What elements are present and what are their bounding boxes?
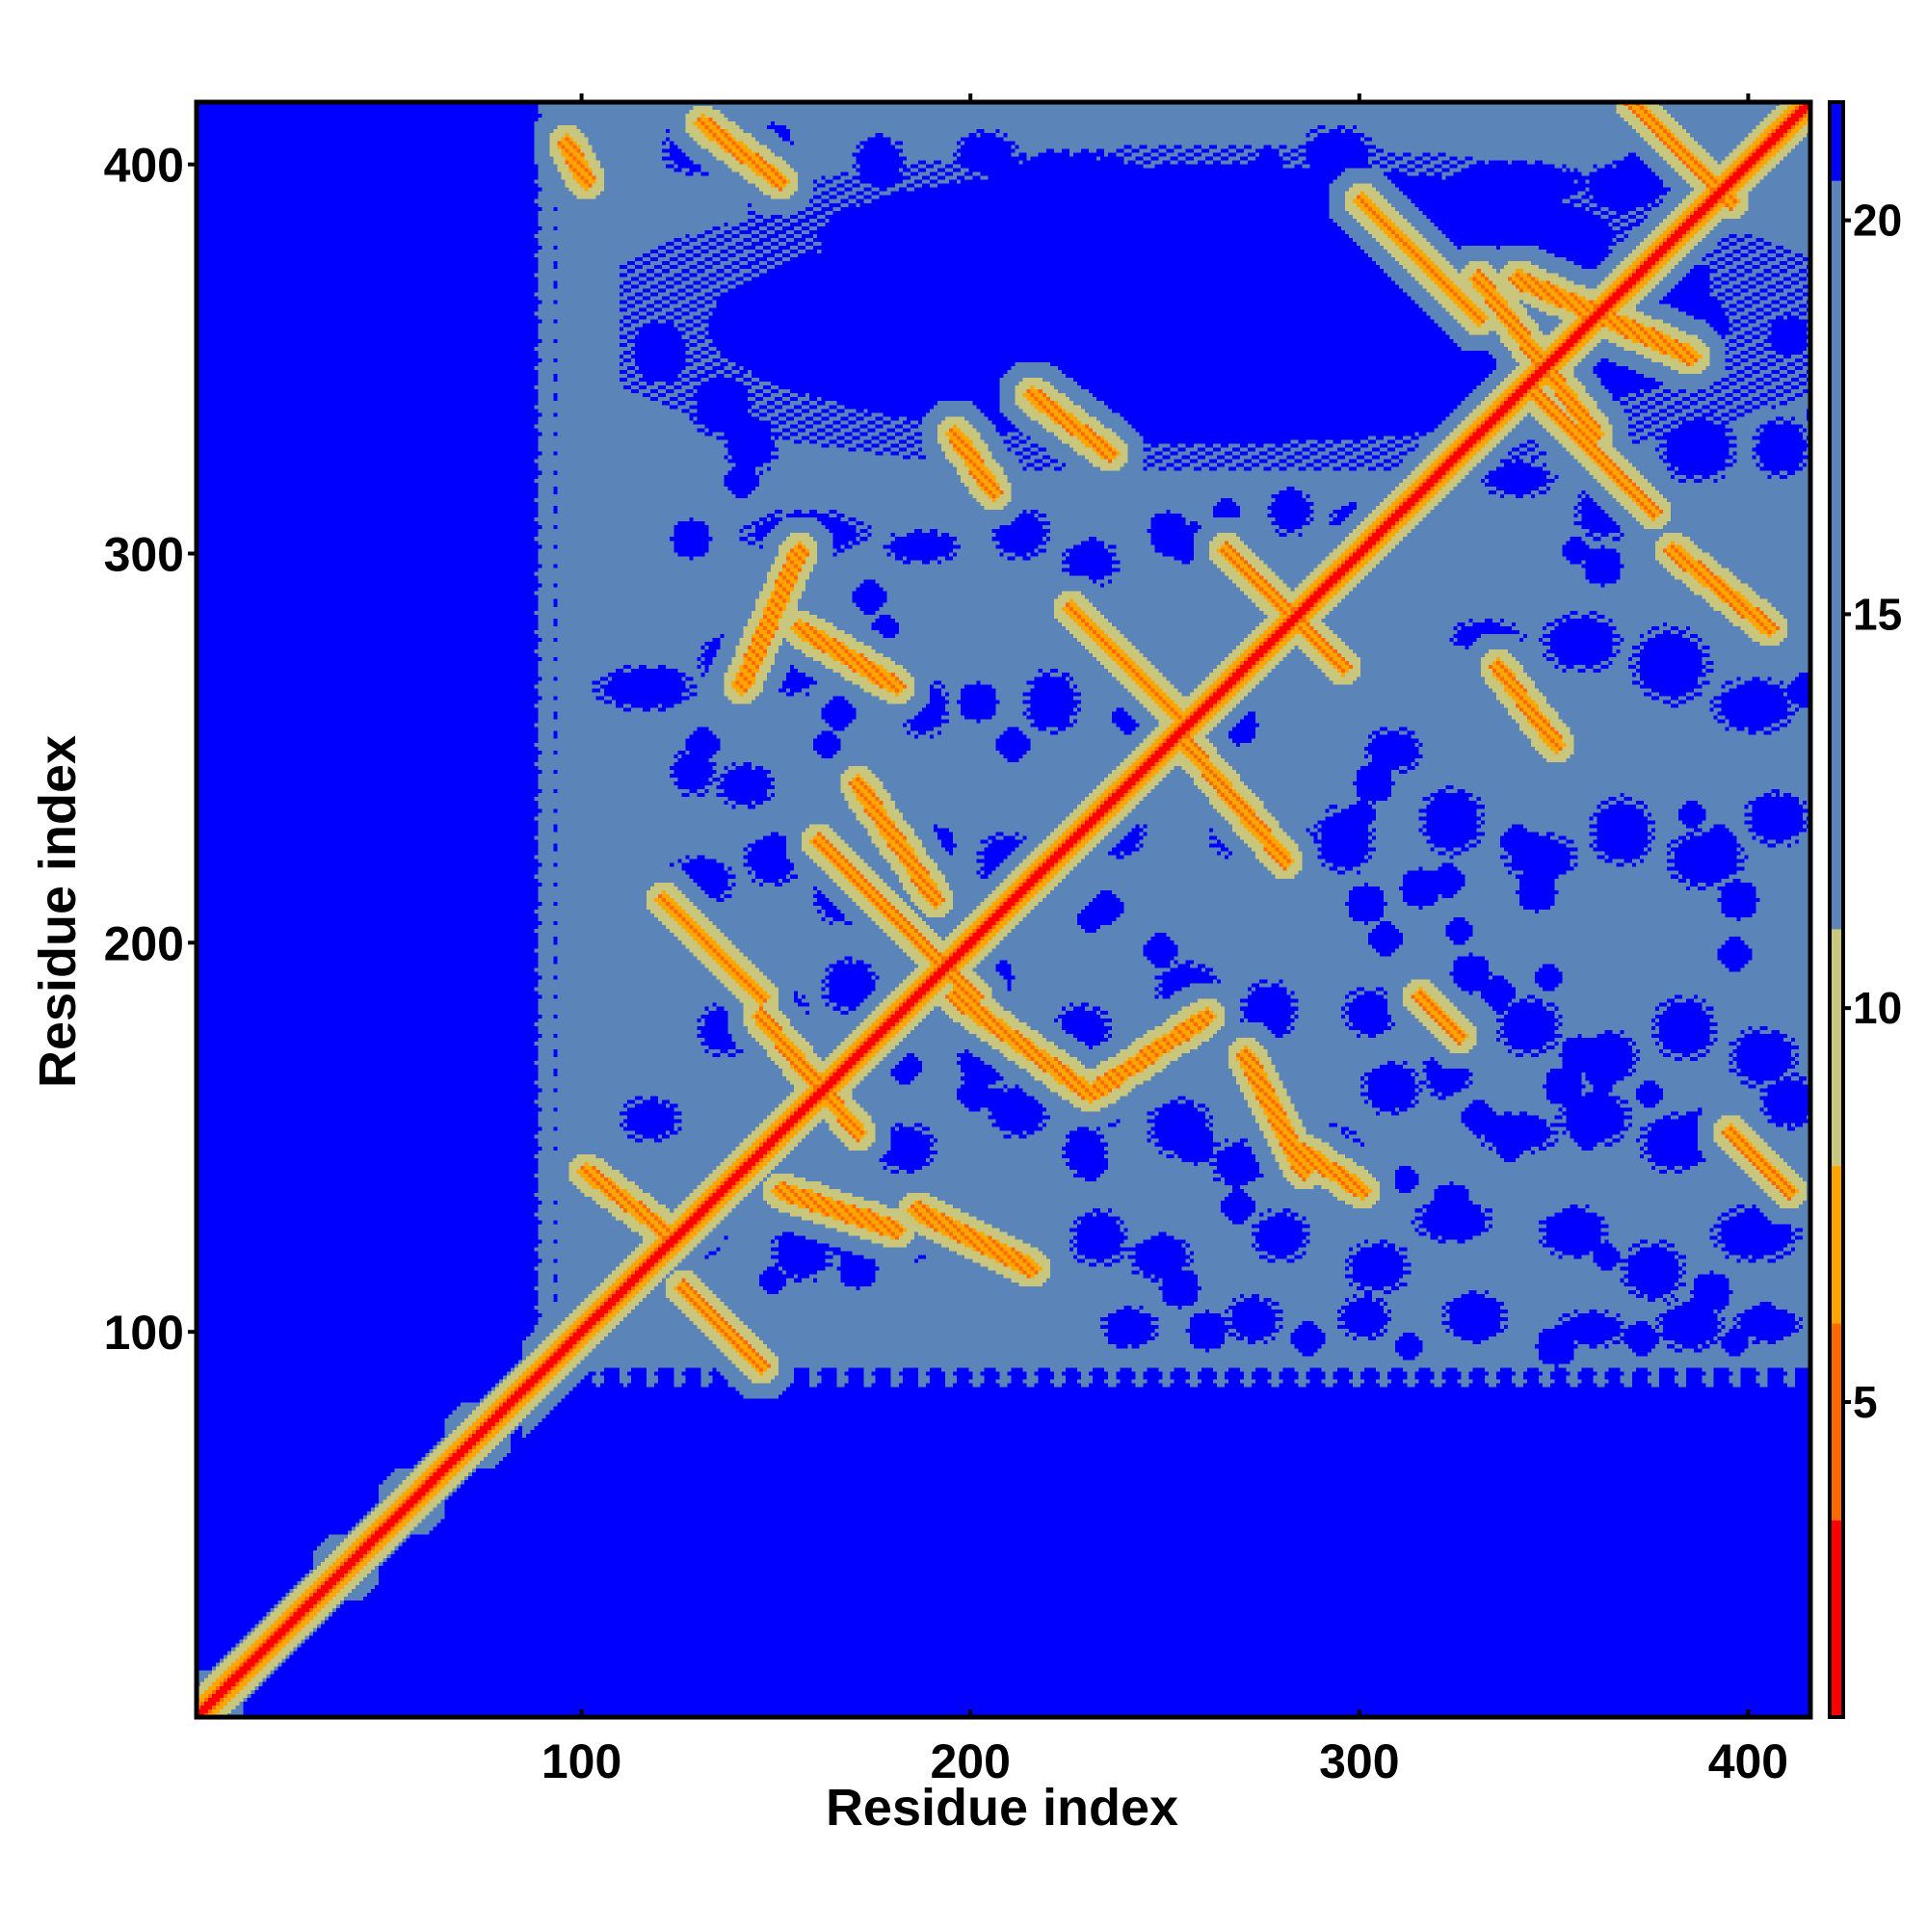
top-axis (579, 93, 1751, 102)
colorbar-segment (1830, 1165, 1843, 1324)
colorbar-segment (1830, 929, 1843, 1166)
colorbar-segment (1830, 102, 1843, 181)
x-tick-label: 200 (930, 1734, 1010, 1788)
x-axis: 100 200 300 400 (541, 1709, 1788, 1788)
heatmap-image (197, 102, 1810, 1717)
y-tick-label: 200 (104, 916, 184, 970)
colorbar-tick-label: 10 (1853, 983, 1902, 1033)
colorbar-tick-label: 15 (1853, 589, 1902, 639)
colorbar: 5 10 15 20 (1828, 100, 1902, 1719)
x-tick-label: 100 (541, 1734, 621, 1788)
plot-frame (194, 99, 1813, 1720)
x-tick-label: 400 (1708, 1734, 1788, 1788)
colorbar-tick-label: 5 (1853, 1377, 1878, 1427)
colorbar-tick-label: 20 (1853, 196, 1902, 246)
y-axis: 100 200 300 400 (104, 139, 197, 1360)
heatmap-area (197, 102, 1810, 1717)
colorbar-segment (1830, 1520, 1843, 1717)
x-axis-label: Residue index (826, 1779, 1178, 1837)
y-axis-label: Residue index (29, 735, 87, 1088)
y-tick-label: 100 (104, 1306, 184, 1360)
y-tick-label: 400 (104, 139, 184, 193)
colorbar-segment (1830, 1323, 1843, 1521)
y-tick-label: 300 (104, 527, 184, 581)
colorbar-frame (1828, 100, 1845, 1719)
colorbar-segment (1830, 180, 1843, 930)
x-tick-label: 300 (1319, 1734, 1399, 1788)
